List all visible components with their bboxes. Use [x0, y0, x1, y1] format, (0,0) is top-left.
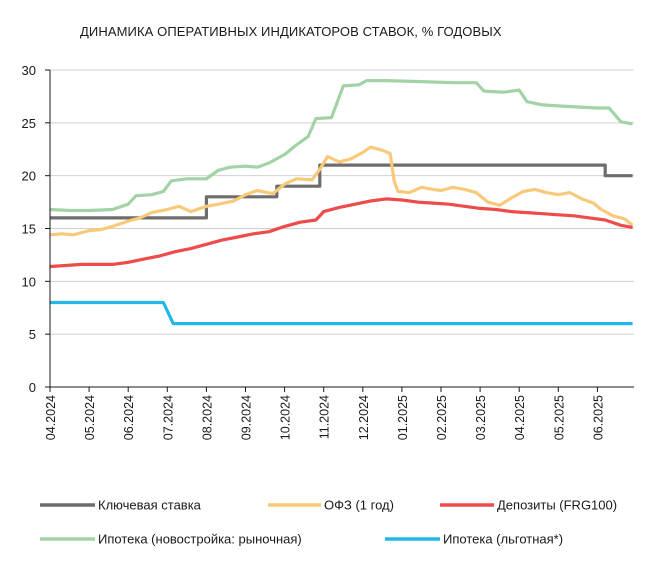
x-tick-label-02.2025: 02.2025 — [435, 395, 449, 440]
x-tick-label-01.2025: 01.2025 — [396, 395, 410, 440]
axes — [45, 69, 634, 392]
series-line-4 — [50, 300, 633, 326]
y-tick-label-25: 25 — [22, 116, 36, 131]
y-tick-label-5: 5 — [29, 327, 36, 342]
series-lines — [49, 79, 634, 326]
y-tick-label-10: 10 — [22, 274, 36, 289]
x-tick-label-10.2024: 10.2024 — [279, 395, 293, 440]
x-tick-label-05.2024: 05.2024 — [83, 395, 97, 440]
legend-label-1: ОФЗ (1 год) — [324, 498, 394, 513]
y-tick-label-0: 0 — [29, 380, 36, 395]
series-line-1 — [49, 145, 634, 237]
x-tick-label-09.2024: 09.2024 — [240, 395, 254, 440]
legend-label-3: Ипотека (новостройка: рыночная) — [98, 532, 302, 547]
y-tick-labels: 0 5 10 15 20 25 30 — [22, 63, 36, 395]
x-tick-label-11.2024: 11.2024 — [318, 395, 332, 439]
y-tick-label-15: 15 — [22, 222, 36, 237]
legend-label-4: Ипотека (льготная*) — [443, 532, 563, 547]
x-tick-label-12.2024: 12.2024 — [357, 395, 371, 440]
chart-title: ДИНАМИКА ОПЕРАТИВНЫХ ИНДИКАТОРОВ СТАВОК,… — [80, 24, 502, 39]
series-line-3 — [49, 79, 633, 213]
legend-label-2: Депозиты (FRG100) — [497, 498, 617, 513]
x-tick-label-04.2024: 04.2024 — [44, 395, 58, 440]
x-tick-label-05.2025: 05.2025 — [552, 395, 566, 440]
x-tick-label-04.2025: 04.2025 — [513, 395, 527, 440]
x-tick-label-07.2024: 07.2024 — [161, 395, 175, 440]
grid-lines — [50, 69, 634, 335]
x-tick-labels: 04.2024 05.2024 06.2024 07.2024 08.2024 09.20… — [44, 395, 605, 440]
x-tick-label-03.2025: 03.2025 — [474, 395, 488, 440]
y-tick-label-20: 20 — [22, 169, 36, 184]
legend: Ключевая ставка ОФЗ (1 год) Депозиты (FRG1… — [40, 498, 617, 547]
series-line-2 — [49, 197, 633, 269]
y-tick-label-30: 30 — [22, 63, 36, 78]
x-tick-label-06.2024: 06.2024 — [122, 395, 136, 440]
legend-label-0: Ключевая ставка — [98, 498, 202, 513]
x-tick-label-08.2024: 08.2024 — [200, 395, 214, 440]
x-tick-label-06.2025: 06.2025 — [591, 395, 605, 440]
